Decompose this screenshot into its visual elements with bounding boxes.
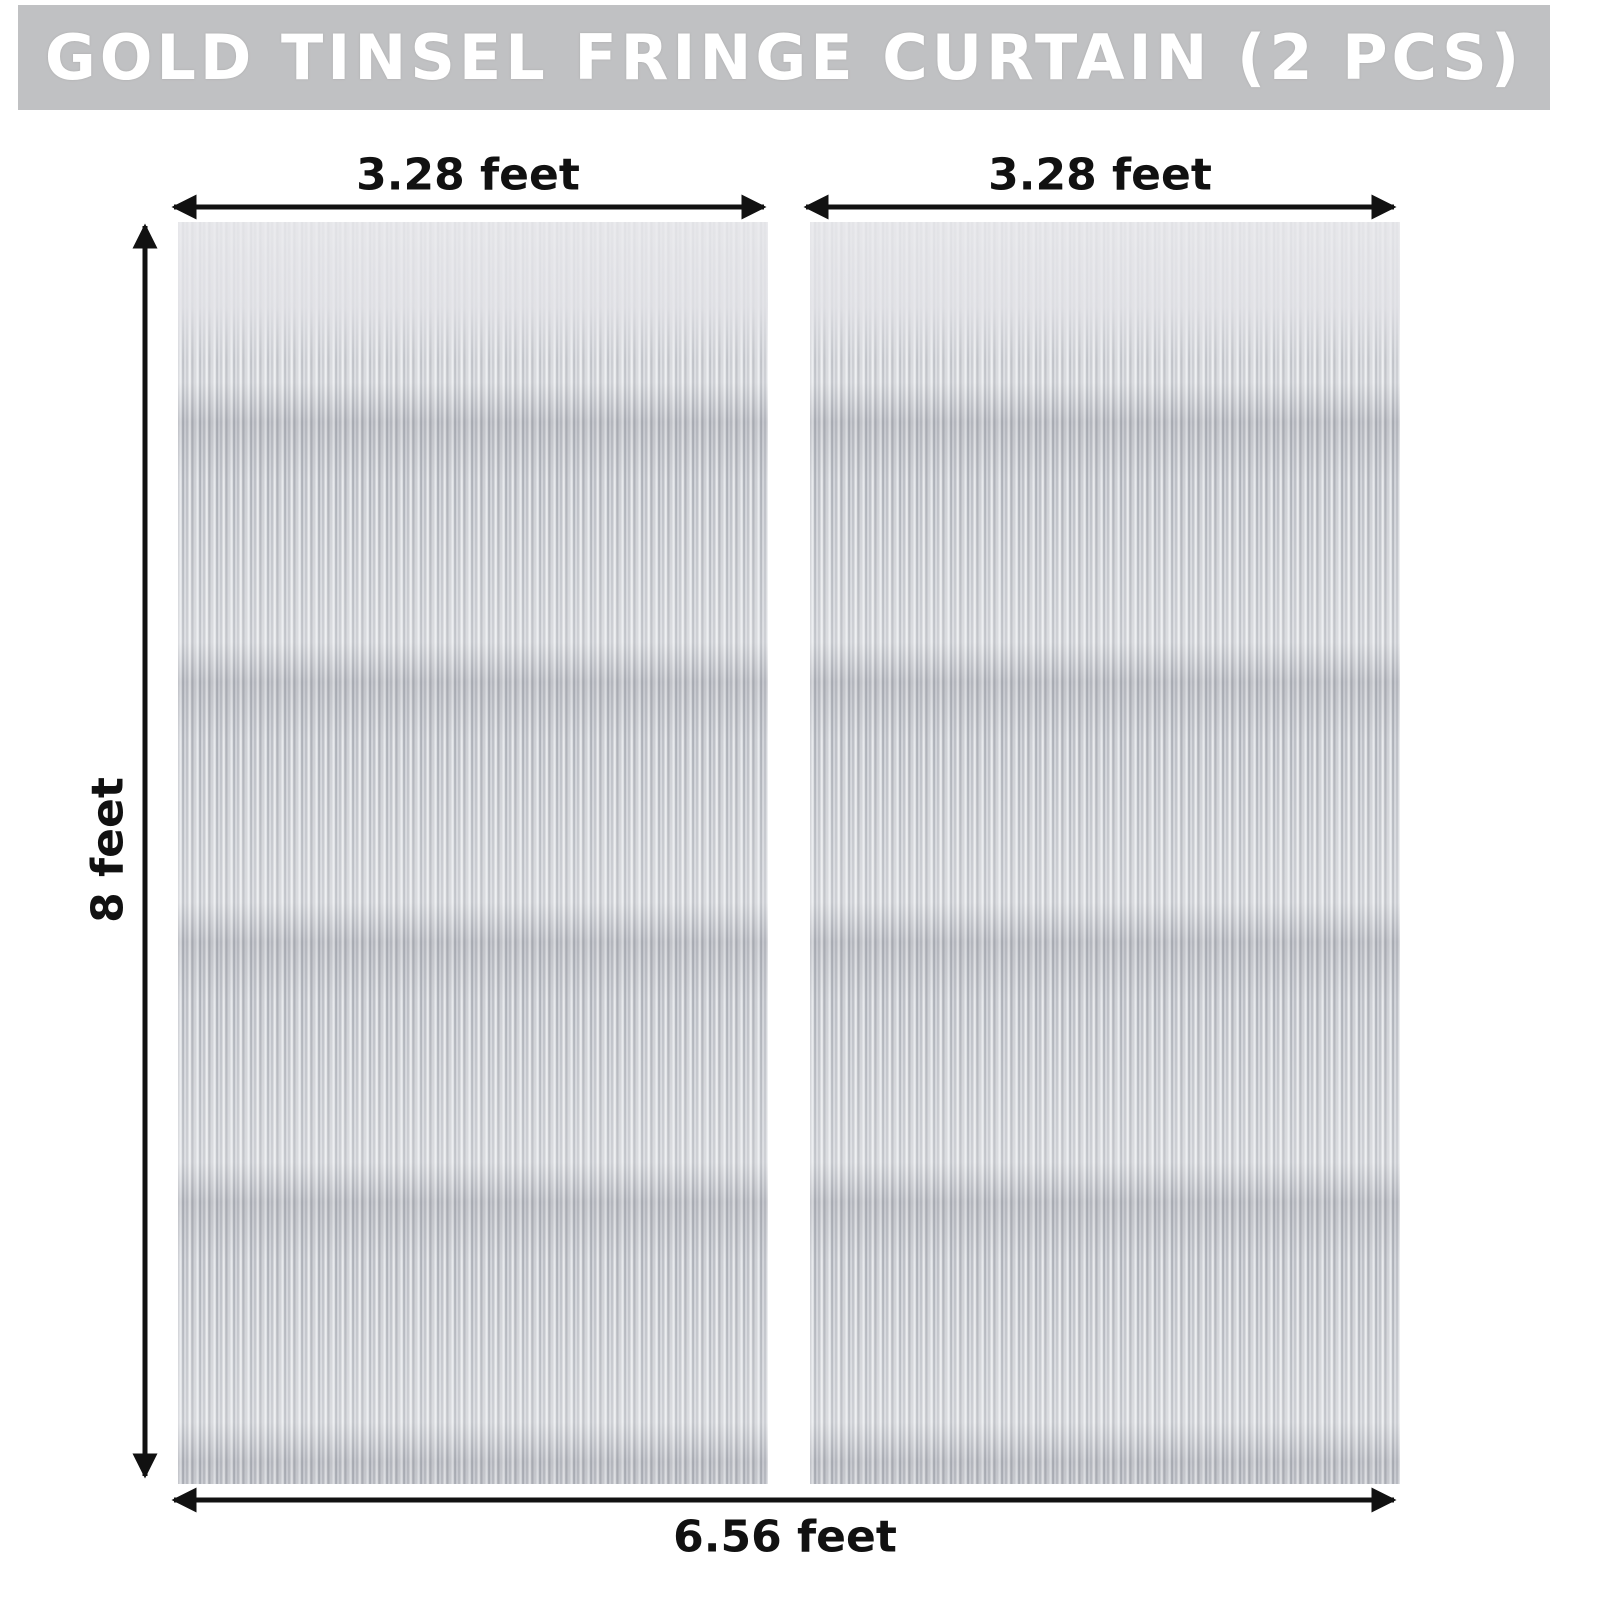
left-width-label: 3.28 feet — [356, 149, 580, 201]
curtain-right — [810, 222, 1400, 1484]
height-label: 8 feet — [82, 777, 134, 923]
total-width-label: 6.56 feet — [673, 1511, 897, 1563]
title: GOLD TINSEL FRINGE CURTAIN (2 PCS) — [44, 21, 1524, 94]
curtain-left — [178, 222, 768, 1484]
title-banner: GOLD TINSEL FRINGE CURTAIN (2 PCS) — [18, 5, 1550, 110]
right-width-label: 3.28 feet — [988, 149, 1212, 201]
